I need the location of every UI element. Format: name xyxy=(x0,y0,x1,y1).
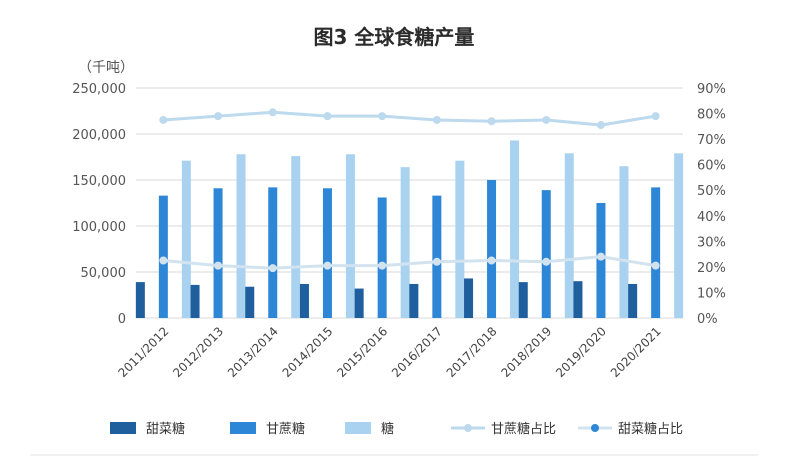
bar-0 xyxy=(464,278,474,318)
y2-tick-label: 0% xyxy=(697,312,718,327)
legend-swatch xyxy=(230,422,256,434)
series-point-1 xyxy=(596,252,605,261)
y2-tick-label: 80% xyxy=(697,108,726,123)
legend-label: 甘蔗糖 xyxy=(266,421,305,437)
bar-1 xyxy=(322,188,332,318)
y2-tick-label: 30% xyxy=(697,235,726,250)
legend-marker xyxy=(464,424,472,432)
bar-0 xyxy=(299,283,309,318)
series-point-0 xyxy=(268,108,277,117)
series-point-1 xyxy=(214,261,223,270)
y2-tick-label: 60% xyxy=(697,159,726,174)
y-tick-label: 0 xyxy=(118,312,126,327)
series-point-1 xyxy=(268,264,277,273)
bar-1 xyxy=(651,187,661,318)
x-tick-label: 2011/2012 xyxy=(116,324,172,380)
series-line-1 xyxy=(163,255,656,270)
series-point-0 xyxy=(159,115,168,124)
x-tick-label: 2017/2018 xyxy=(444,324,500,380)
bar-1 xyxy=(432,195,442,318)
series-point-0 xyxy=(378,112,387,121)
bar-2 xyxy=(291,156,301,318)
y-axis-unit-label: （千吨） xyxy=(78,60,134,76)
bar-2 xyxy=(564,153,574,318)
chart-title: 图3 全球食糖产量 xyxy=(314,25,475,49)
bar-1 xyxy=(268,187,278,318)
series-point-0 xyxy=(487,117,496,126)
y-tick-label: 100,000 xyxy=(72,220,126,235)
bar-2 xyxy=(455,160,465,318)
bar-0 xyxy=(245,286,255,318)
series-point-1 xyxy=(323,261,332,270)
legend-swatch xyxy=(110,422,136,434)
legend-label: 甘蔗糖占比 xyxy=(491,421,556,437)
x-tick-label: 2014/2015 xyxy=(280,324,336,380)
series-point-0 xyxy=(323,112,332,121)
series-point-0 xyxy=(214,112,223,121)
bar-1 xyxy=(541,190,551,318)
series-line-0 xyxy=(163,110,656,127)
x-tick-label: 2016/2017 xyxy=(389,324,445,380)
x-tick-label: 2019/2020 xyxy=(553,324,609,380)
y2-tick-label: 50% xyxy=(697,184,726,199)
bar-2 xyxy=(236,154,246,318)
legend-label: 糖 xyxy=(381,421,394,437)
series-point-0 xyxy=(432,115,441,124)
bar-0 xyxy=(135,282,145,318)
series-point-1 xyxy=(378,261,387,270)
bar-2 xyxy=(510,140,520,318)
bar-1 xyxy=(213,188,223,318)
legend-marker xyxy=(591,424,599,432)
y-tick-label: 200,000 xyxy=(72,128,126,143)
series-point-0 xyxy=(596,121,605,130)
x-tick-label: 2015/2016 xyxy=(334,324,390,380)
series-point-1 xyxy=(542,257,551,266)
y2-tick-label: 20% xyxy=(697,261,726,276)
series-point-1 xyxy=(159,256,168,265)
x-tick-label: 2012/2013 xyxy=(170,324,226,380)
bar-2 xyxy=(345,154,355,318)
x-tick-label: 2013/2014 xyxy=(225,324,281,380)
bar-1 xyxy=(377,197,387,318)
y2-tick-label: 70% xyxy=(697,133,726,148)
legend-label: 甜菜糖 xyxy=(146,421,185,437)
y-tick-label: 250,000 xyxy=(72,82,126,97)
x-tick-label: 2020/2021 xyxy=(608,324,664,380)
series-point-0 xyxy=(651,112,660,121)
bar-2 xyxy=(674,153,684,318)
bar-2 xyxy=(400,167,410,318)
bar-0 xyxy=(354,288,364,318)
bar-0 xyxy=(573,281,583,318)
x-tick-label: 2018/2019 xyxy=(498,324,554,380)
y-tick-label: 50,000 xyxy=(81,266,127,281)
series-point-1 xyxy=(651,261,660,270)
bar-2 xyxy=(181,160,191,318)
bar-0 xyxy=(409,283,419,318)
series-point-0 xyxy=(542,115,551,124)
legend-swatch xyxy=(345,422,371,434)
y2-tick-label: 90% xyxy=(697,82,726,97)
bar-2 xyxy=(619,166,629,318)
series-point-1 xyxy=(487,256,496,265)
bar-1 xyxy=(487,180,497,318)
y-tick-label: 150,000 xyxy=(72,174,126,189)
bar-0 xyxy=(628,283,638,318)
bar-0 xyxy=(518,282,528,318)
y2-tick-label: 40% xyxy=(697,210,726,225)
bar-0 xyxy=(190,284,200,318)
legend-label: 甜菜糖占比 xyxy=(618,421,683,437)
y2-tick-label: 10% xyxy=(697,286,726,301)
series-point-1 xyxy=(432,257,441,266)
